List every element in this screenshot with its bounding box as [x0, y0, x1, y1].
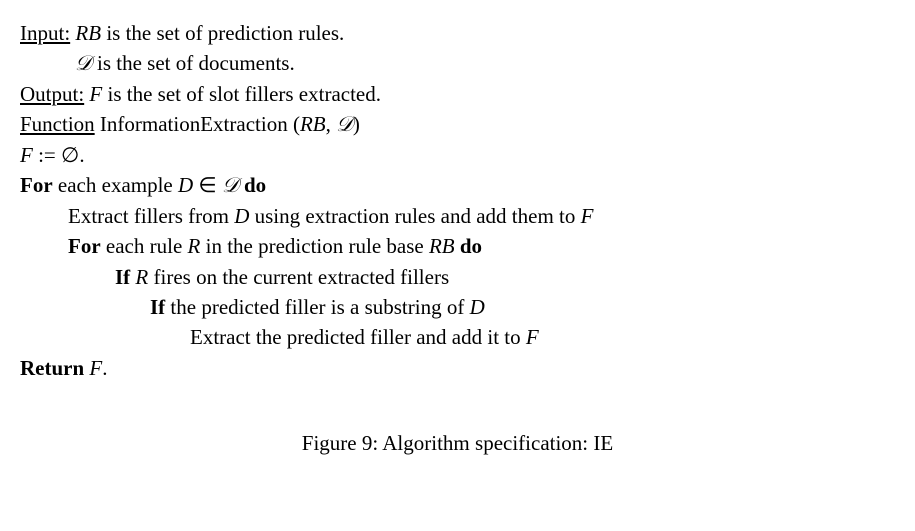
extract-line: Extract fillers from D using extraction …: [20, 201, 895, 231]
for1-do: do: [244, 173, 266, 197]
return-keyword: Return: [20, 356, 84, 380]
for2-keyword: For: [68, 234, 101, 258]
function-close: ): [353, 112, 360, 136]
init-var: F: [20, 143, 33, 167]
output-label: Output:: [20, 82, 84, 106]
input-var-rb: RB: [75, 21, 101, 45]
extract-d: D: [234, 204, 249, 228]
for1-in: ∈: [193, 173, 222, 197]
function-arg-d: 𝒟: [336, 112, 353, 136]
return-f: F: [89, 356, 102, 380]
output-line: Output: F is the set of slot fillers ext…: [20, 79, 895, 109]
input-line-1: Input: RB is the set of prediction rules…: [20, 18, 895, 48]
for2-line: For each rule R in the prediction rule b…: [20, 231, 895, 261]
for2-text1: each rule: [101, 234, 188, 258]
output-var-f: F: [89, 82, 102, 106]
init-empty: ∅: [61, 143, 79, 167]
input-label: Input:: [20, 21, 70, 45]
for1-text1: each example: [53, 173, 178, 197]
return-period: .: [102, 356, 107, 380]
if1-line: If R fires on the current extracted fill…: [20, 262, 895, 292]
for1-set: 𝒟: [222, 173, 239, 197]
function-comma: ,: [326, 112, 337, 136]
init-period: .: [79, 143, 84, 167]
for1-line: For each example D ∈ 𝒟 do: [20, 170, 895, 200]
if1-keyword: If: [115, 265, 130, 289]
for2-do: do: [460, 234, 482, 258]
for2-text2: in the prediction rule base: [200, 234, 429, 258]
output-text: is the set of slot fillers extracted.: [102, 82, 381, 106]
for2-rb: RB: [429, 234, 455, 258]
function-arg-rb: RB: [300, 112, 326, 136]
function-name: InformationExtraction (: [95, 112, 300, 136]
action-line: Extract the predicted filler and add it …: [20, 322, 895, 352]
return-line: Return F.: [20, 353, 895, 383]
init-assign: :=: [33, 143, 61, 167]
extract-before: Extract fillers from: [68, 204, 234, 228]
input-text-1: is the set of prediction rules.: [101, 21, 344, 45]
if2-line: If the predicted filler is a substring o…: [20, 292, 895, 322]
if1-text: fires on the current extracted fillers: [148, 265, 449, 289]
extract-mid: using extraction rules and add them to: [249, 204, 580, 228]
input-var-d: 𝒟: [75, 51, 92, 75]
init-line: F := ∅.: [20, 140, 895, 170]
if2-text: the predicted filler is a substring of: [165, 295, 469, 319]
figure-caption: Figure 9: Algorithm specification: IE: [20, 428, 895, 458]
action-f: F: [526, 325, 539, 349]
for1-d: D: [178, 173, 193, 197]
input-line-2: 𝒟 is the set of documents.: [20, 48, 895, 78]
for1-keyword: For: [20, 173, 53, 197]
action-before: Extract the predicted filler and add it …: [190, 325, 526, 349]
function-line: Function InformationExtraction (RB, 𝒟): [20, 109, 895, 139]
if2-keyword: If: [150, 295, 165, 319]
if1-r: R: [135, 265, 148, 289]
input-text-2: is the set of documents.: [92, 51, 295, 75]
extract-f: F: [581, 204, 594, 228]
if2-d: D: [470, 295, 485, 319]
function-label: Function: [20, 112, 95, 136]
for2-r: R: [188, 234, 201, 258]
